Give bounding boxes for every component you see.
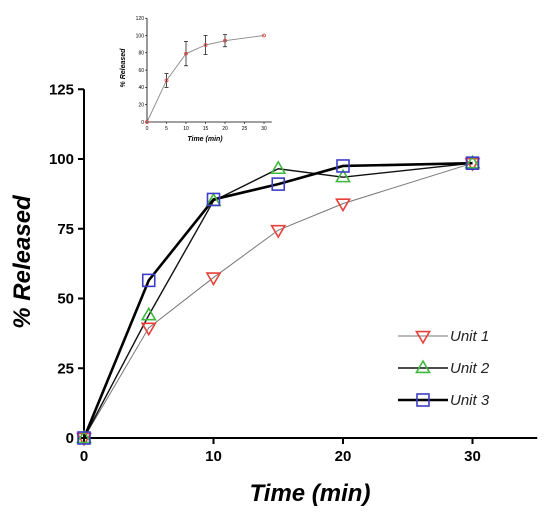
inset-y-tick-label: 100 [136,33,145,39]
data-point-unit-2 [464,154,481,169]
data-point-unit-3 [271,177,286,191]
inset-x-tick-label: 5 [165,126,168,132]
inset-y-tick-label: 40 [138,85,144,91]
data-point-unit-1 [335,198,351,213]
data-point-unit-3 [336,159,350,173]
series-line-unit-1 [83,162,473,439]
x-tick-label: 10 [205,448,222,465]
inset-x-tick-label: 15 [203,126,209,132]
inset-data-point [223,38,227,43]
data-point-unit-1 [76,432,92,447]
inset-data-point [164,78,169,83]
y-tick-label: 125 [49,81,74,98]
inset-series-line [146,35,265,123]
y-axis-title: % Released [9,194,36,329]
inset-y-tick-label: 20 [138,103,144,109]
x-tick-label: 30 [464,448,481,465]
data-point-unit-1 [140,322,157,337]
legend-label: Unit 2 [450,360,490,377]
legend-marker [415,359,431,374]
inset-x-tick-label: 30 [261,126,267,132]
inset-x-axis-title: Time (min) [187,136,223,143]
y-tick-label: 50 [57,291,74,308]
inset-y-tick-label: 80 [138,51,144,57]
inset-x-tick-label: 0 [146,126,149,132]
data-point-unit-3 [206,192,221,207]
x-tick-label: 20 [335,448,352,465]
legend: Unit 1 Unit 2 Unit 3 [398,328,490,409]
legend-label: Unit 3 [450,392,490,409]
data-point-unit-2 [140,306,157,321]
legend-marker [415,330,431,345]
inset-x-tick-label: 25 [242,126,248,132]
data-point-unit-1 [205,272,222,287]
data-point-unit-1 [464,157,481,172]
data-point-unit-3 [465,156,480,170]
legend-marker [416,393,430,407]
inset-x-tick-label: 20 [222,126,228,132]
data-point-unit-1 [270,224,287,239]
series-line-unit-3 [82,161,473,439]
series-line-unit-2 [83,162,473,439]
inset-y-tick-label: 60 [138,68,144,74]
inset-data-point [203,43,208,47]
data-point-unit-2 [76,429,92,444]
y-tick-label: 100 [49,151,74,168]
inset-data-point [184,51,188,56]
inset-data-point [262,33,266,38]
inset-y-tick-label: 120 [136,16,145,22]
x-axis-title: Time (min) [250,480,371,507]
y-tick-label: 75 [57,221,74,238]
x-tick-label: 0 [80,448,88,465]
inset-x-tick-label: 10 [183,126,189,132]
data-point-unit-3 [141,273,156,288]
legend-label: Unit 1 [450,328,489,345]
y-tick-label: 25 [57,360,74,377]
data-point-unit-2 [335,168,351,183]
inset-y-tick-label: 0 [141,120,144,126]
data-point-unit-3 [77,431,91,445]
inset-y-axis-title: % Released [120,48,127,88]
data-point-unit-2 [270,160,287,175]
inset-chart: 0 20 40 60 80 100 120 0 5 10 15 20 25 30 Time (min) % R… [120,16,272,143]
y-tick-label: 0 [66,430,74,447]
inset-data-point [145,120,149,124]
